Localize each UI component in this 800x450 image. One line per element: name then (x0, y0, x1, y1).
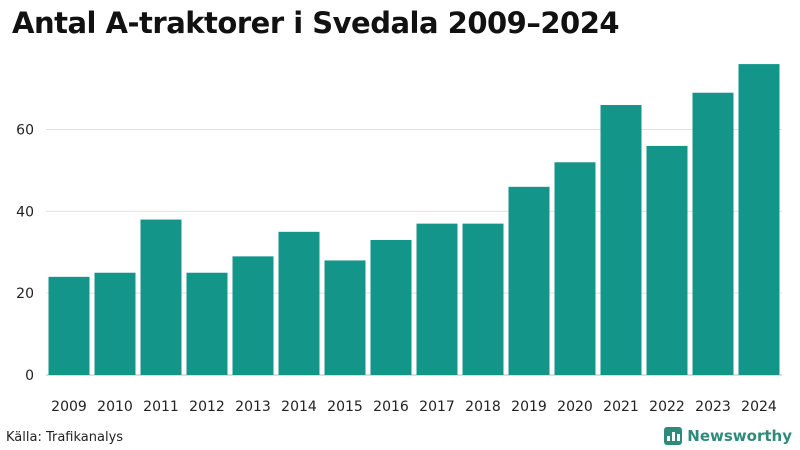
bar-2009 (48, 276, 90, 375)
source-note: Källa: Trafikanalys (6, 430, 124, 445)
bar-2020 (554, 162, 596, 375)
brand-name: Newsworthy (687, 427, 792, 445)
bar-2013 (232, 256, 274, 375)
x-tick-label-2017: 2017 (419, 399, 455, 415)
brand-logo: Newsworthy (664, 427, 792, 445)
bar-2014 (278, 231, 320, 375)
x-tick-label-2012: 2012 (189, 399, 225, 415)
newsworthy-logo-icon (664, 427, 683, 445)
x-tick-label-2014: 2014 (281, 399, 317, 415)
x-tick-label-2023: 2023 (695, 399, 731, 415)
bar-2012 (186, 272, 228, 375)
y-tick-label-60: 60 (16, 123, 34, 139)
bar-2022 (646, 145, 688, 375)
y-tick-label-40: 40 (16, 204, 34, 220)
chart-title: Antal A-traktorer i Svedala 2009–2024 (12, 6, 620, 40)
x-tick-label-2016: 2016 (373, 399, 409, 415)
x-tick-label-2010: 2010 (97, 399, 133, 415)
y-tick-label-20: 20 (16, 286, 34, 302)
bar-2011 (140, 219, 182, 375)
x-tick-label-2022: 2022 (649, 399, 685, 415)
bar-2024 (738, 64, 780, 375)
bar-2010 (94, 272, 136, 375)
x-tick-label-2013: 2013 (235, 399, 271, 415)
bar-2023 (692, 92, 734, 376)
y-tick-label-0: 0 (25, 368, 34, 384)
bar-2015 (324, 260, 366, 375)
bar-2018 (462, 223, 504, 375)
x-tick-label-2018: 2018 (465, 399, 501, 415)
bar-2017 (416, 223, 458, 375)
x-tick-label-2009: 2009 (51, 399, 87, 415)
x-tick-label-2019: 2019 (511, 399, 547, 415)
x-tick-label-2011: 2011 (143, 399, 179, 415)
x-tick-label-2015: 2015 (327, 399, 363, 415)
x-tick-label-2024: 2024 (741, 399, 777, 415)
x-tick-label-2021: 2021 (603, 399, 639, 415)
bar-2021 (600, 105, 642, 375)
bar-2016 (370, 240, 412, 375)
x-tick-label-2020: 2020 (557, 399, 593, 415)
bar-2019 (508, 186, 550, 375)
